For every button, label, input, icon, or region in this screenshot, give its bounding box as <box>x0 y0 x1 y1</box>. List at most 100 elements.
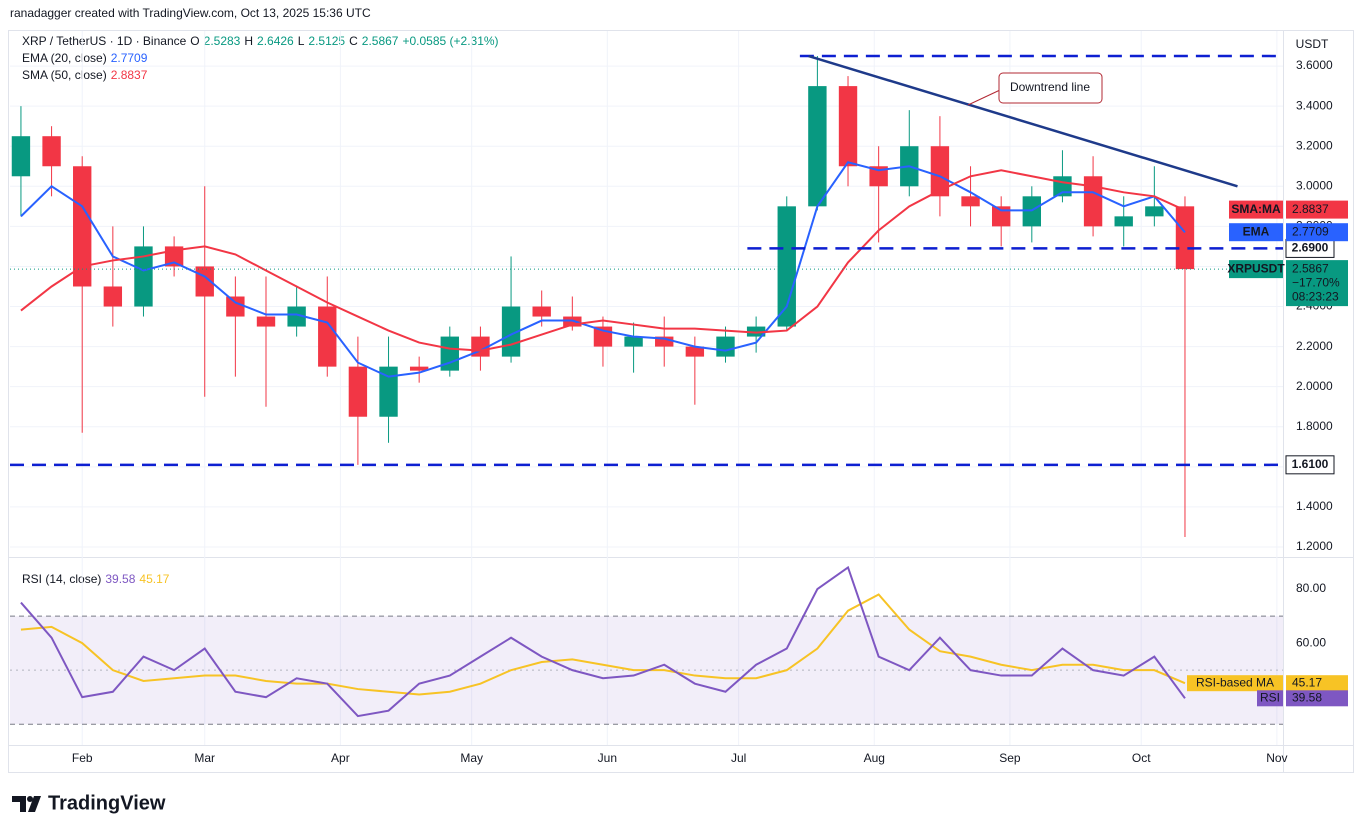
price-tag-box <box>1286 260 1348 307</box>
candle-body <box>226 296 245 317</box>
trendline <box>808 54 1238 188</box>
legend-item: RSI (14, close) <box>22 572 101 586</box>
price-tag-extra: 08:23:23 <box>1292 289 1339 303</box>
price-tag-name: EMA <box>1243 224 1270 238</box>
indicator-line <box>20 161 1186 378</box>
level-label: 2.6900 <box>1292 241 1329 255</box>
annotation-box <box>998 72 1103 104</box>
price-tag-label: 2.5867 <box>1292 261 1329 275</box>
legend-item: 2.5867 <box>362 34 399 48</box>
x-tick-label: Jul <box>731 751 746 765</box>
candle-body <box>134 246 153 307</box>
candle-body <box>624 336 643 347</box>
candle-body <box>1114 216 1133 227</box>
candle-body <box>256 316 276 327</box>
x-tick-label: Nov <box>1266 751 1287 765</box>
legend-item: 2.5125 <box>308 34 345 48</box>
candle-body <box>103 286 123 307</box>
x-tick-label: Jun <box>598 751 617 765</box>
price-tag-name: XRPUSDT <box>1227 261 1285 275</box>
candle-body <box>991 206 1011 227</box>
indicator-line <box>20 169 1186 352</box>
candle-body <box>869 166 888 187</box>
price-tag-name-box <box>1229 223 1283 242</box>
candle-body <box>655 336 674 347</box>
annotation: Downtrend line <box>1010 80 1090 94</box>
y-tick-label: 1.2000 <box>1296 539 1333 553</box>
author: ranadagger created with TradingView.com,… <box>10 6 371 20</box>
legend-item: 2.6426 <box>257 34 294 48</box>
candle-body <box>73 166 92 287</box>
price-tag-extra: −17.70% <box>1292 275 1340 289</box>
candle-body <box>318 306 337 367</box>
y-tick-label: 80.00 <box>1296 581 1326 595</box>
y-tick-label: 3.0000 <box>1296 178 1333 192</box>
x-tick-label: Oct <box>1132 751 1151 765</box>
legend-item: EMA (20, close) <box>22 51 107 65</box>
candle-body <box>1175 206 1195 270</box>
candle-body <box>532 306 551 317</box>
price-tag-box <box>1286 223 1348 242</box>
candle-body <box>961 196 980 207</box>
legend-line: RSI (14, close) 39.58 45.17 <box>22 572 170 586</box>
price-tag-label: 2.7709 <box>1292 224 1329 238</box>
candle-body <box>716 336 735 357</box>
legend-item: H <box>244 34 253 48</box>
candle-body <box>838 86 858 167</box>
x-tick-label: Sep <box>999 751 1021 765</box>
legend-line: SMA (50, close) 2.8837 <box>22 68 148 82</box>
candle-body <box>1022 196 1042 227</box>
candle-body <box>685 346 705 357</box>
rsi-tag-box <box>1286 690 1348 707</box>
rsi-tag-name-box <box>1257 690 1283 707</box>
price-tag-name: SMA:MA <box>1231 202 1281 216</box>
candle-body <box>808 86 827 207</box>
rsi-tag-box <box>1286 675 1348 692</box>
legend-item: 2.8837 <box>111 68 148 82</box>
currency: USDT <box>1296 37 1329 51</box>
annotation-pointer <box>967 89 1001 106</box>
rsi-tag-name-box <box>1187 675 1283 692</box>
price-tag-name-box <box>1229 260 1283 279</box>
legend-line: XRP / TetherUS · 1D · Binance O 2.5283 H 2.6… <box>22 34 499 48</box>
level-label: 1.6100 <box>1292 457 1329 471</box>
legend-item: C <box>349 34 358 48</box>
candle-body <box>1145 206 1164 217</box>
candle-body <box>1083 176 1103 227</box>
legend-item: 2.5283 <box>204 34 241 48</box>
candle-body <box>440 336 459 371</box>
candle-body <box>287 306 306 327</box>
candle-body <box>777 206 796 327</box>
x-tick-label: Mar <box>194 751 215 765</box>
legend-item: L <box>298 34 305 48</box>
y-tick-label: 3.2000 <box>1296 138 1333 152</box>
x-tick-label: Apr <box>331 751 350 765</box>
frame <box>8 30 1354 773</box>
rsi-tag-name: RSI <box>1260 690 1280 704</box>
price-tag-label: 2.8837 <box>1292 202 1329 216</box>
x-tick-label: Feb <box>72 751 93 765</box>
legend-item: 39.58 <box>105 572 135 586</box>
y-tick-label: 2.2000 <box>1296 339 1333 353</box>
legend-line: EMA (20, close) 2.7709 <box>22 51 148 65</box>
y-tick-label: 3.6000 <box>1296 58 1333 72</box>
x-tick-label: Aug <box>864 751 885 765</box>
rsi-line <box>20 565 1186 718</box>
logo-mark <box>12 796 41 812</box>
y-tick-label: 3.4000 <box>1296 98 1333 112</box>
legend-item: SMA (50, close) <box>22 68 107 82</box>
legend-item: 2.7709 <box>111 51 148 65</box>
candle-body <box>11 136 31 177</box>
y-tick-label: 1.4000 <box>1296 499 1333 513</box>
price-tag-box <box>1286 200 1348 219</box>
y-tick-label: 2.0000 <box>1296 379 1333 393</box>
rsi-tag-label: 45.17 <box>1292 675 1322 689</box>
price-tag-name-box <box>1229 200 1283 219</box>
legend-item: 45.17 <box>139 572 169 586</box>
candle-body <box>42 136 61 167</box>
candle-body <box>930 146 950 197</box>
candle-body <box>348 366 368 417</box>
x-tick-label: May <box>460 751 483 765</box>
